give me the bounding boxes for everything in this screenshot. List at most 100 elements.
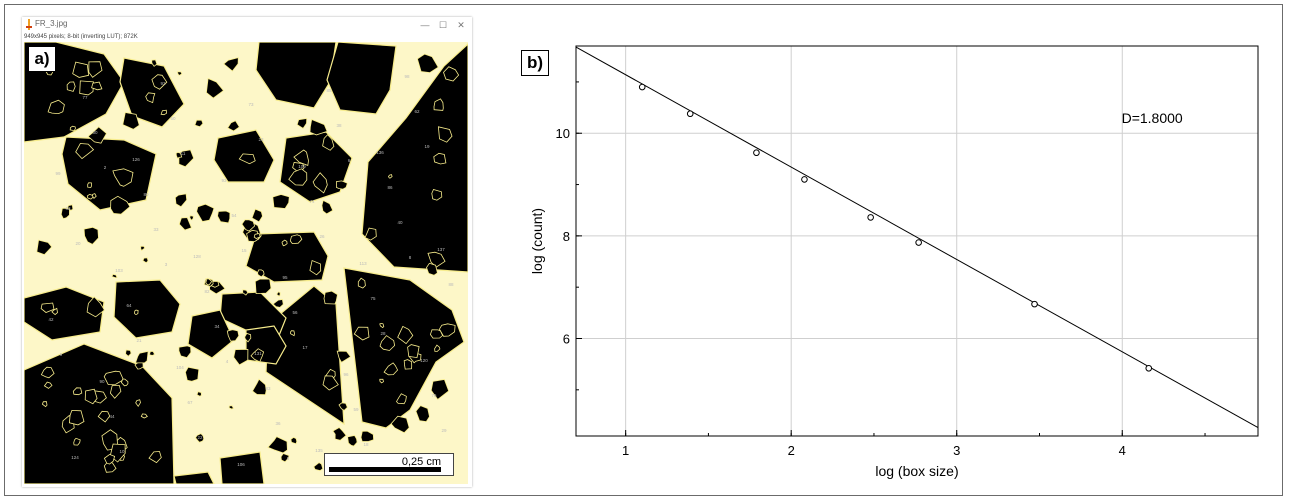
particle-number-label: 120	[420, 358, 428, 363]
particle-number-label: 23	[258, 137, 264, 142]
particle	[407, 344, 420, 359]
particle	[61, 136, 157, 211]
particle	[433, 152, 447, 165]
particle	[174, 193, 188, 208]
particle-number-label: 50	[170, 116, 176, 121]
maximize-icon[interactable]: ☐	[438, 20, 448, 30]
particle	[219, 451, 265, 484]
particle	[379, 378, 384, 384]
particle	[134, 309, 139, 315]
window-title: FR_3.jpg	[35, 19, 68, 28]
particle	[309, 259, 322, 276]
particle	[321, 199, 334, 215]
scale-bar	[329, 467, 441, 472]
particle	[97, 410, 111, 423]
x-tick-label: 3	[953, 443, 960, 458]
particle-number-label: 98	[404, 74, 410, 79]
grid	[576, 46, 1258, 436]
particle-number-label: 137	[437, 247, 445, 252]
particle	[251, 208, 263, 223]
minimize-icon[interactable]: —	[420, 20, 430, 30]
particle-number-label: 113	[359, 261, 367, 266]
particle	[83, 226, 99, 245]
particle-number-label: 126	[132, 157, 140, 162]
particle	[276, 291, 281, 297]
particle	[24, 286, 105, 341]
particle	[438, 323, 456, 337]
panel-a-label: a)	[28, 46, 56, 72]
particle-number-label: 21	[136, 338, 142, 343]
particle-number-label: 95	[282, 275, 288, 280]
data-points	[638, 83, 1153, 372]
particle	[125, 349, 132, 357]
particle	[120, 378, 129, 387]
particle-number-label: 62	[414, 109, 420, 114]
x-tick-label: 4	[1119, 443, 1126, 458]
particle-number-label: 73	[248, 102, 254, 107]
particle-number-label: 124	[71, 455, 79, 460]
data-point	[801, 176, 808, 183]
close-icon[interactable]: ✕	[457, 20, 465, 30]
particle	[148, 351, 156, 356]
figure-frame	[4, 4, 1283, 496]
particle	[255, 42, 337, 109]
particle-number-label: 86	[387, 185, 393, 190]
particle-number-label: 92	[160, 81, 166, 86]
particle	[309, 118, 328, 136]
particle	[357, 277, 366, 289]
particle	[140, 413, 148, 419]
axis-ticks: 1 2 3 4 6 8 10	[556, 81, 1206, 458]
particle-number-label: 136	[376, 150, 384, 155]
particle-number-label: 103	[115, 268, 123, 273]
particle	[195, 433, 205, 443]
particle	[196, 203, 215, 222]
particle	[241, 219, 256, 232]
particle	[47, 99, 65, 115]
particle	[205, 77, 225, 99]
particle-number-label: 99	[55, 171, 61, 176]
imagej-window[interactable]: FR_3.jpg — ☐ ✕ 949x945 pixels; 8-bit (in…	[22, 17, 472, 487]
particle	[322, 134, 335, 151]
particle	[40, 366, 55, 379]
particle	[437, 126, 453, 143]
particle	[244, 332, 252, 343]
particle	[87, 126, 108, 144]
particle	[43, 381, 53, 389]
panel-b-label: b)	[521, 50, 549, 76]
particle	[91, 81, 103, 91]
particle-number-label: 2	[104, 165, 107, 170]
particle	[173, 471, 215, 484]
particle	[383, 362, 399, 376]
particle-number-label: 26	[319, 234, 325, 239]
particle	[416, 53, 439, 74]
particle-number-label: 8	[409, 255, 412, 260]
particle	[36, 239, 53, 256]
image-canvas[interactable]: 1234568910111517181920212223262829303334…	[24, 42, 468, 484]
particle	[397, 325, 414, 345]
particle	[281, 239, 288, 247]
y-tick-label: 10	[556, 126, 570, 141]
particle	[112, 168, 134, 187]
particle-number-label: 96	[343, 372, 349, 377]
particle-number-label: 44	[109, 414, 115, 419]
particle	[148, 451, 162, 464]
particle	[360, 430, 375, 442]
data-point	[915, 239, 922, 246]
particle	[86, 193, 94, 200]
particle	[246, 229, 259, 243]
particle	[184, 366, 200, 382]
image-info-line: 949x945 pixels; 8-bit (inverting LUT); 8…	[24, 34, 138, 40]
particle	[73, 437, 81, 446]
particle	[178, 345, 192, 359]
particle-number-label: 34	[214, 324, 220, 329]
particle-number-label: 59	[353, 407, 359, 412]
particle-number-label: 85	[326, 88, 332, 93]
particle-number-label: 38	[336, 123, 342, 128]
particle-number-label: 109	[298, 164, 306, 169]
particle-number-label: 63	[65, 206, 71, 211]
window-titlebar[interactable]: FR_3.jpg — ☐ ✕	[22, 17, 472, 34]
particle	[109, 385, 122, 399]
particle-number-label: 67	[187, 400, 193, 405]
particle	[272, 194, 290, 209]
particle	[251, 378, 267, 396]
